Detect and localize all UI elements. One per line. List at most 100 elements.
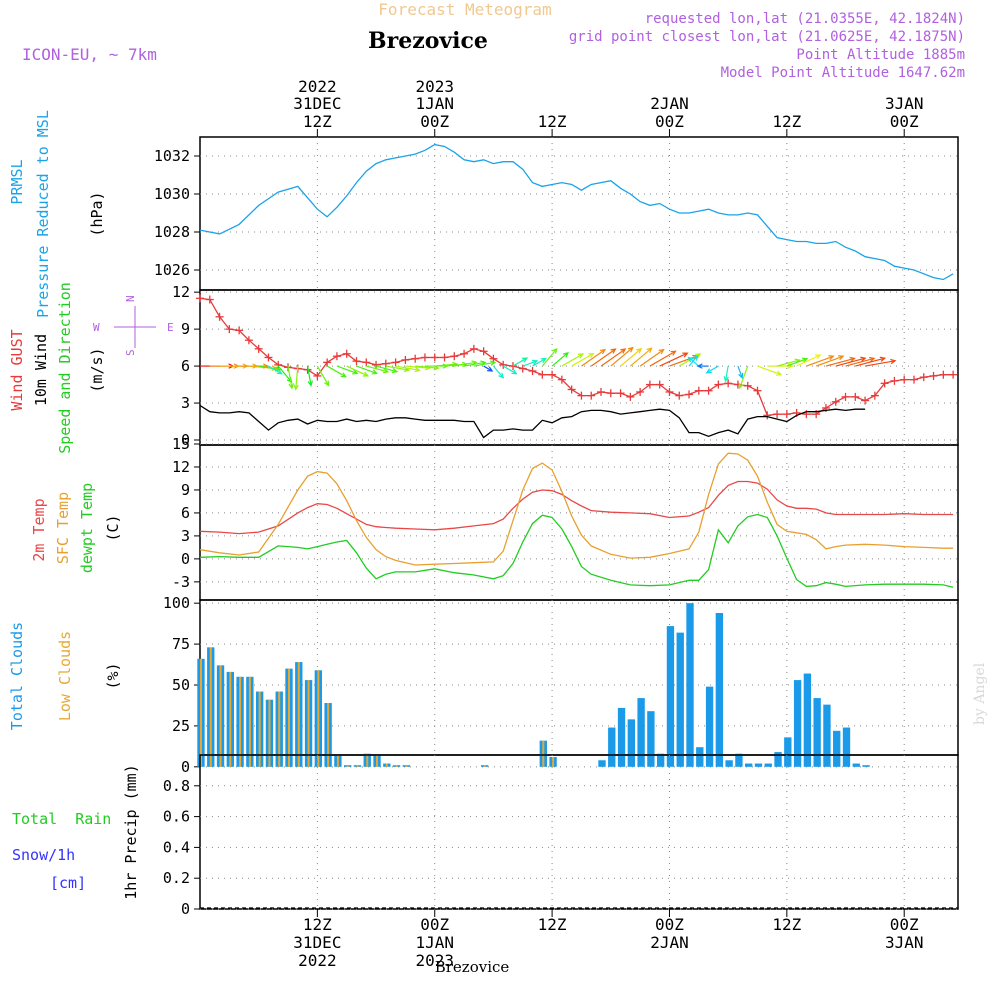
wind-arrow-shaft [277,365,292,383]
bottom-time-label: 12Z [538,915,567,934]
gust-point [538,370,547,379]
bar-low-clouds [297,662,300,767]
gust-point [919,373,928,382]
gust-point [675,391,684,400]
bar-total-clouds [657,753,665,767]
wind-arrow-head [636,347,643,354]
top-time-label-line: 12Z [772,112,801,131]
compass-east: E [167,321,174,334]
wind-arrow [659,352,689,367]
wind-ylabel: Speed and Direction [56,282,74,454]
gust-point [205,295,214,304]
top-time-label-line: 3JAN [885,94,924,113]
gust-point [900,375,909,384]
bar-low-clouds [317,670,320,767]
gust-point [244,336,253,345]
wind-arrow [522,359,539,367]
wind-arrow [561,353,585,367]
gust-point [352,357,361,366]
series-wind-gust-line [199,297,954,417]
bar-total-clouds [793,680,802,767]
wind-arrow-shaft [287,365,293,389]
wind-arrow-head [498,372,505,379]
precip-ytick-label: 0.6 [163,808,190,826]
gust-point [587,391,596,400]
series-prmsl-line [199,143,954,281]
gust-point [890,376,899,385]
gust-point [420,353,429,362]
wind-arrow-shaft [825,357,855,367]
series-dewpt-temp-line [199,513,954,588]
wind-arrow-shaft [366,365,389,373]
wind-arrow [356,365,378,375]
bar-total-clouds [705,686,714,767]
bar-total-clouds [608,727,616,767]
wind-arrow-shaft [395,365,420,371]
clouds-ytick-label: 0 [181,758,190,776]
bottom-time-label-line: 00Z [890,915,919,934]
temperature-ylabel: dewpt Temp [78,483,96,573]
pressure-frame [199,136,959,291]
gust-point [313,371,322,380]
wind-arrow-shaft [835,357,866,367]
panels: 1026 1028 1030 1032 PRMSL Pressure Reduced to… [8,110,959,918]
wind-arrow [687,356,700,367]
wind-arrow-head [705,368,712,374]
wind-arrow-shaft [336,365,358,374]
wind-arrow-shaft [405,365,430,369]
temperature-ytick-label: 15 [172,435,190,453]
wind-arrow [375,365,399,374]
wind-arrow [512,357,529,367]
temperature-ytick-label: 6 [181,504,190,522]
wind-arrow-head [802,357,809,363]
wind-arrow-shaft [512,357,528,367]
wind-arrow-head [511,369,518,375]
wind-arrow-head [838,355,845,361]
wind-arrow [483,365,494,372]
gust-point [460,349,469,358]
bar-total-clouds [715,613,724,767]
top-time-label-line: 2022 [298,77,337,96]
gust-point [548,370,557,379]
bar-total-clouds [813,698,821,767]
wind-arrow-head [610,348,617,354]
clouds-panel: 0 25 50 75 100 Total Clouds Low Clouds (%) [8,594,959,776]
gust-point [196,294,204,303]
wind-arrow-head [521,357,529,363]
top-time-label-line: 00Z [890,112,919,131]
top-time-label-line: 00Z [420,112,449,131]
wind-ylabel: 10m Wind [32,334,50,406]
bottom-time-label-line: 12Z [303,915,332,934]
wind-arrow-head [307,380,313,387]
wind-arrow [551,351,569,367]
wind-arrow-head [860,356,867,362]
wind-arrow-shaft [473,361,496,367]
wind-arrow [316,365,330,387]
gust-point [861,396,870,405]
wind-arrow [737,365,744,380]
gust-point [469,344,478,353]
gust-point [851,392,860,401]
wind-arrow-head [288,383,294,390]
precip-ytick-label: 0.8 [163,777,190,795]
wind-arrow-head [687,356,694,363]
wind-arrow-shaft [306,365,312,386]
gust-point [274,360,283,369]
bar-low-clouds [219,665,222,767]
wind-arrow-head [276,369,283,375]
gust-point [557,375,566,384]
clouds-ylabel: Low Clouds [56,631,74,721]
wind-arrow [705,365,719,374]
gust-point [440,353,449,362]
bar-total-clouds [852,763,860,767]
gust-point [499,360,508,369]
bar-total-clouds [764,763,772,767]
wind-arrow-shaft [356,365,377,374]
gust-point [870,391,879,400]
gust-point [782,410,791,419]
wind-arrow-shaft [571,353,594,367]
wind-arrow [610,346,634,367]
